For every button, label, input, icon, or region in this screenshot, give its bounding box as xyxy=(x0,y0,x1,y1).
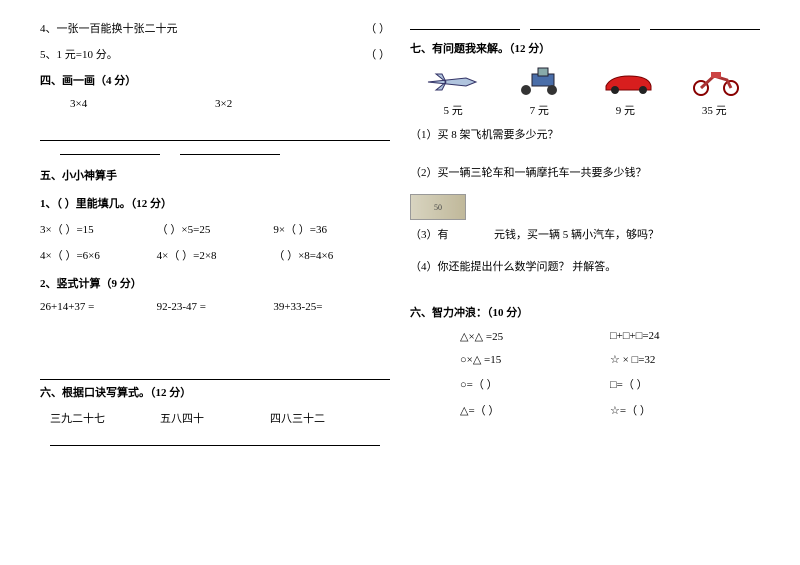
phrase: 三九二十七 xyxy=(50,410,160,426)
q4-paren: （ ） xyxy=(365,20,390,36)
expr: 4×（ ）=6×6 xyxy=(40,247,157,263)
price: 9 元 xyxy=(616,102,635,118)
left-column: 4、一张一百能换十张二十元 （ ） 5、1 元=10 分。 （ ） 四、画一画（… xyxy=(30,20,400,458)
car-icon xyxy=(601,70,656,96)
phrase: 四八三十二 xyxy=(270,410,380,426)
blank xyxy=(410,20,520,30)
s4-expr-b: 3×2 xyxy=(215,98,360,110)
q4-text: 4、一张一百能换十张二十元 xyxy=(40,20,178,36)
eq: ☆=（ ） xyxy=(610,402,760,418)
s5-2-title: 2、竖式计算（9 分） xyxy=(40,275,390,291)
s5-1-title: 1、（ ）里能填几。（12 分） xyxy=(40,195,390,211)
expr: 92-23-47 = xyxy=(157,301,274,313)
q7-1: （1）买 8 架飞机需要多少元？ xyxy=(410,126,760,142)
expr: 39+33-25= xyxy=(273,301,390,313)
eq: △×△ =25 xyxy=(460,330,610,343)
eq: ○×△ =15 xyxy=(460,353,610,366)
expr: 26+14+37 = xyxy=(40,301,157,313)
q5-text: 5、1 元=10 分。 xyxy=(40,46,118,62)
blank xyxy=(160,436,270,446)
eq: △=（ ） xyxy=(460,402,610,418)
section7-title: 七、有问题我来解。（12 分） xyxy=(410,40,760,56)
motorcycle-icon xyxy=(689,66,744,96)
blank xyxy=(60,145,160,155)
airplane-icon xyxy=(426,68,481,96)
expr: 9×（ ）=36 xyxy=(273,221,390,237)
price: 5 元 xyxy=(443,102,462,118)
divider xyxy=(40,140,390,141)
phrase: 五八四十 xyxy=(160,410,270,426)
blank xyxy=(50,436,160,446)
expr: （ ）×8=4×6 xyxy=(273,247,390,263)
expr: （ ）×5=25 xyxy=(157,221,274,237)
section8-title: 六、智力冲浪：（10 分） xyxy=(410,304,760,320)
section6-title: 六、根据口诀写算式。（12 分） xyxy=(40,384,390,400)
blank xyxy=(180,145,280,155)
tricycle-icon xyxy=(514,66,569,96)
section5-title: 五、小小神算手 xyxy=(40,167,390,183)
blank xyxy=(270,436,380,446)
blank xyxy=(530,20,640,30)
q5-paren: （ ） xyxy=(365,46,390,62)
section4-title: 四、画一画（4 分） xyxy=(40,72,390,88)
eq: □=（ ） xyxy=(610,376,760,392)
price: 7 元 xyxy=(530,102,549,118)
right-column: 七、有问题我来解。（12 分） 5 元 7 元 9 元 35 元 （1）买 8 … xyxy=(400,20,770,458)
q7-3b: 元钱，买一辆 5 辆小汽车，够吗？ xyxy=(494,229,659,241)
price: 35 元 xyxy=(702,102,727,118)
q7-2: （2）买一辆三轮车和一辆摩托车一共要多少钱？ xyxy=(410,164,760,180)
eq: ○=（ ） xyxy=(460,376,610,392)
eq: ☆ × □=32 xyxy=(610,353,760,366)
expr: 3×（ ）=15 xyxy=(40,221,157,237)
divider xyxy=(40,379,390,380)
expr: 4×（ ）=2×8 xyxy=(157,247,274,263)
money-icon: 50 xyxy=(410,194,466,220)
q7-3a: （3）有 xyxy=(410,229,449,241)
blank xyxy=(650,20,760,30)
eq: □+□+□=24 xyxy=(610,330,760,343)
vehicles-row xyxy=(410,66,760,96)
q7-4: （4）你还能提出什么数学问题？ 并解答。 xyxy=(410,258,760,274)
s4-expr-a: 3×4 xyxy=(70,98,215,110)
